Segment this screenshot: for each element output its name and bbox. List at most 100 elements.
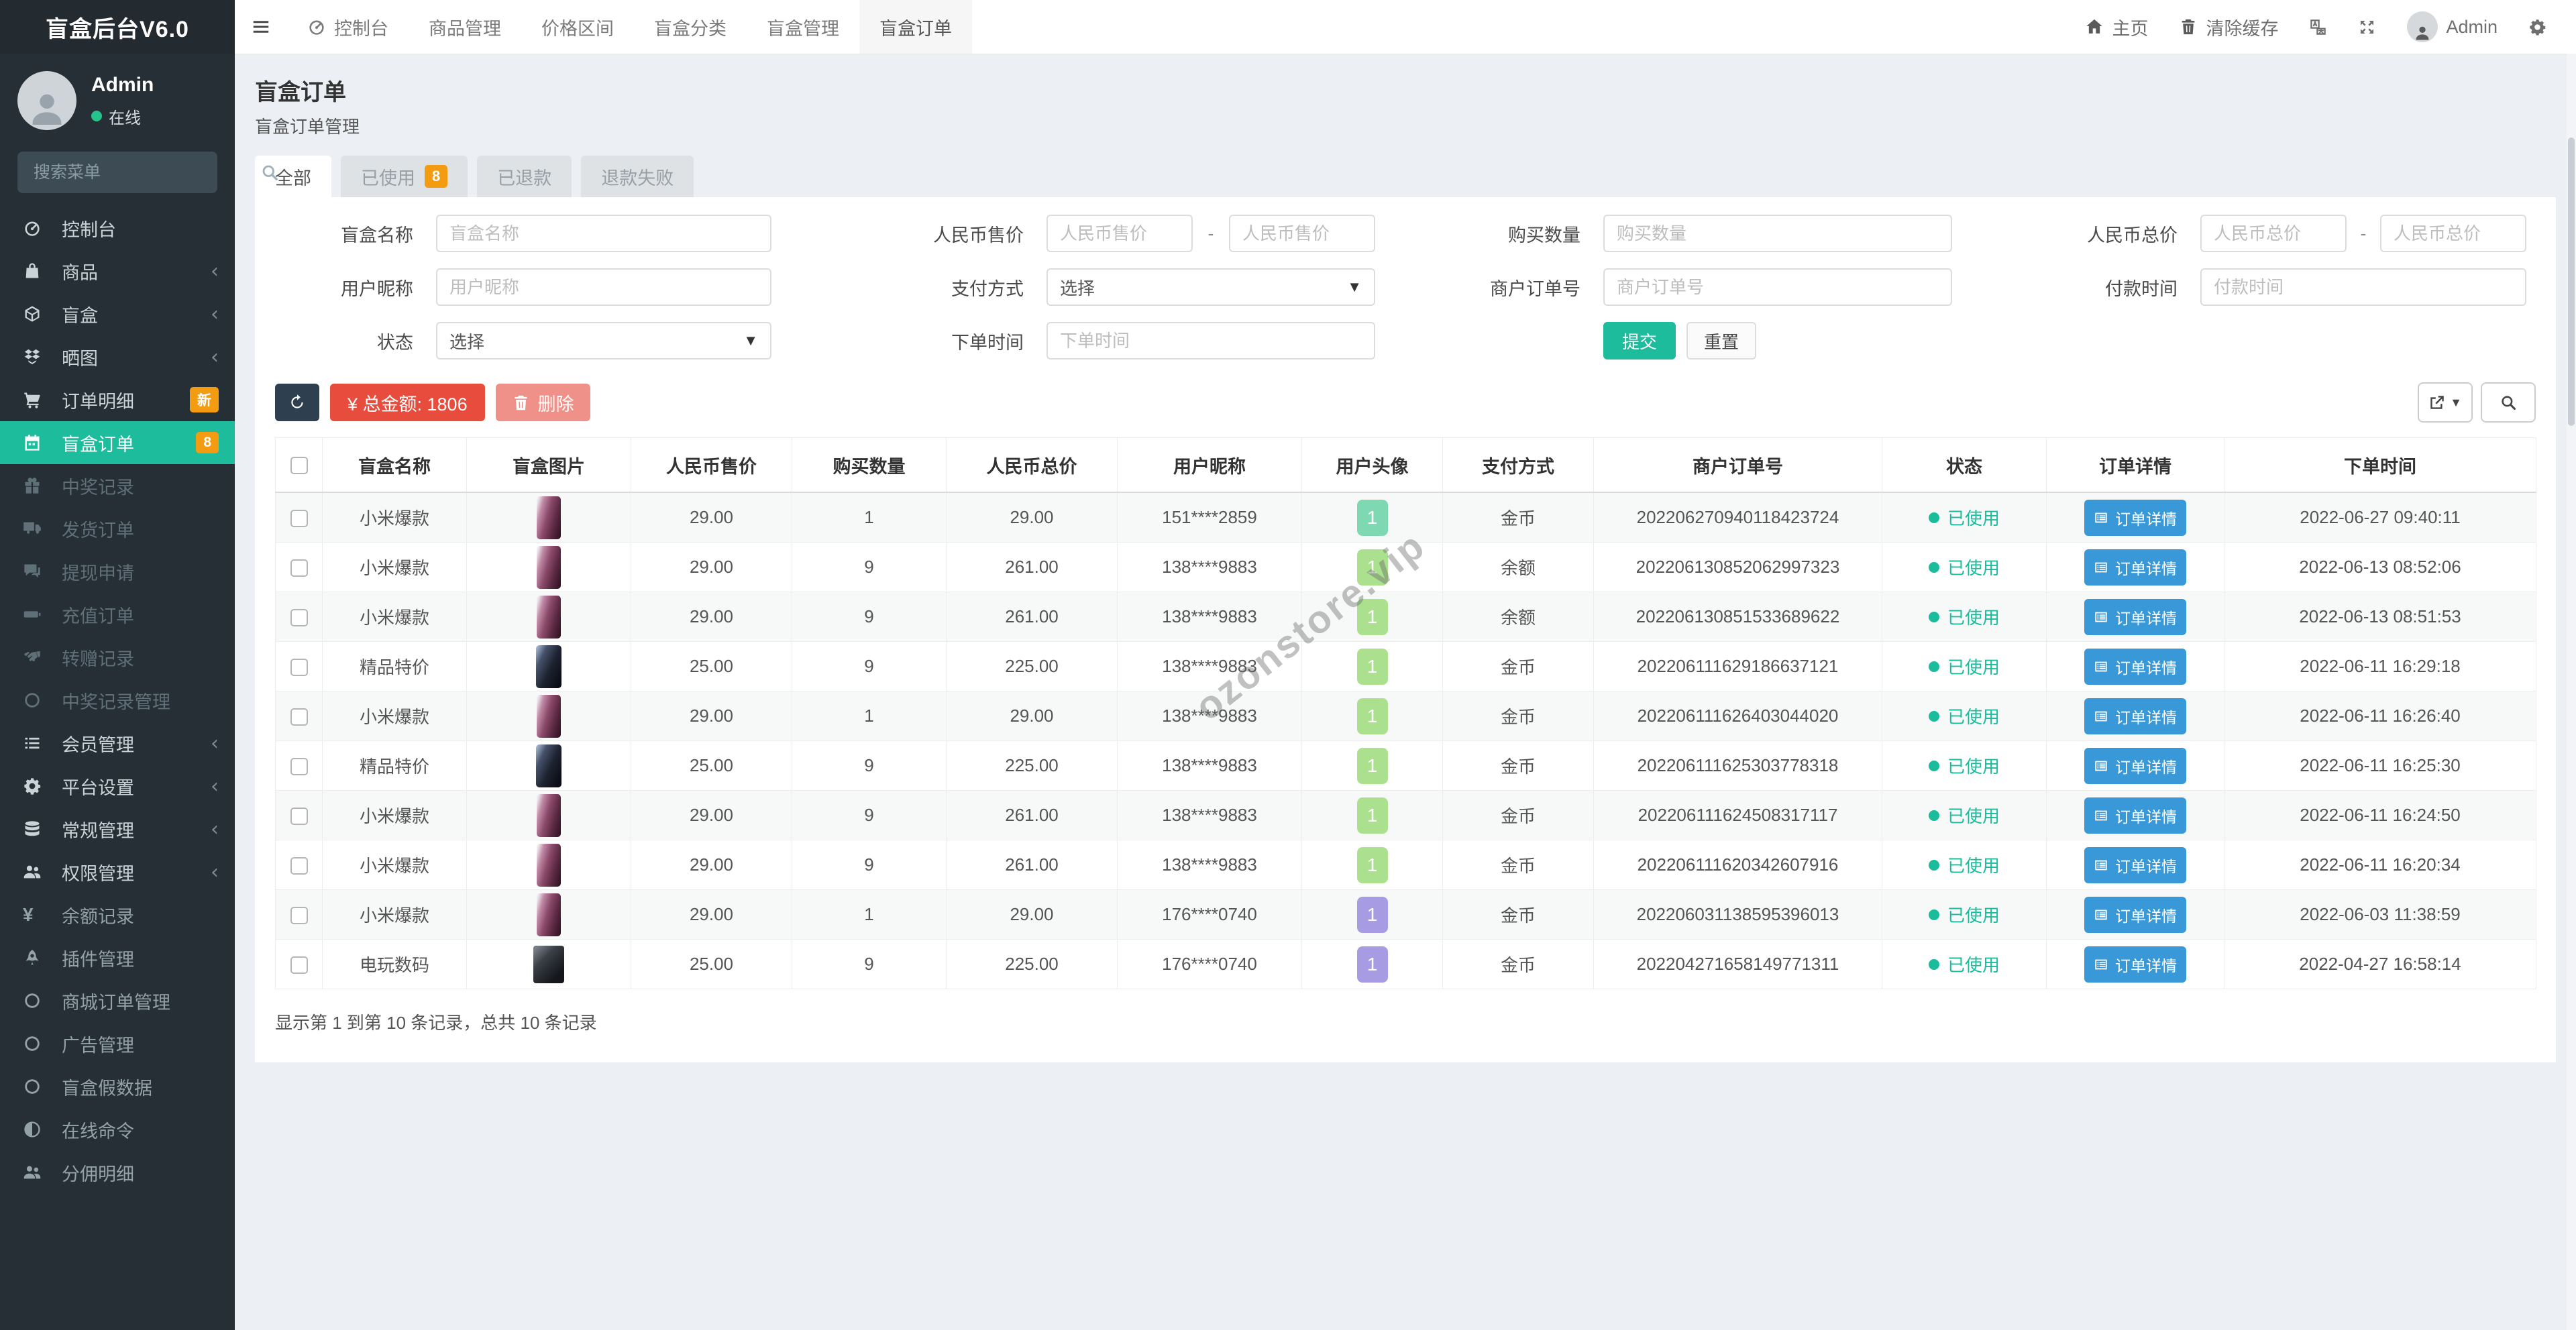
sidebar-search-input[interactable] — [32, 162, 251, 183]
rmb-price-max-input[interactable] — [1228, 215, 1375, 252]
row-checkbox[interactable] — [290, 559, 308, 577]
buy-qty-label: 购买数量 — [1508, 225, 1580, 245]
sidebar-item-控制台[interactable]: 控制台 — [0, 207, 235, 250]
order-detail-button[interactable]: 订单详情 — [2084, 946, 2186, 983]
sidebar-item-分佣明细[interactable]: 分佣明细 — [0, 1151, 235, 1194]
pay-time-input[interactable] — [2200, 268, 2526, 306]
sidebar-item-晒图[interactable]: 晒图 ‹ — [0, 335, 235, 378]
pay-type-select[interactable]: 选择 ▼ — [1046, 268, 1375, 306]
settings-gear-icon[interactable] — [2528, 18, 2546, 36]
sidebar-item-在线命令[interactable]: 在线命令 — [0, 1108, 235, 1151]
delete-button[interactable]: 删除 — [495, 384, 590, 421]
page-scrollbar[interactable] — [2567, 54, 2576, 1330]
box-name-label: 盲盒名称 — [341, 225, 413, 245]
cell-price: 29.00 — [631, 592, 792, 642]
export-button[interactable]: ▼ — [2418, 382, 2473, 423]
order-detail-button[interactable]: 订单详情 — [2084, 797, 2186, 834]
order-detail-button[interactable]: 订单详情 — [2084, 896, 2186, 933]
order-detail-button[interactable]: 订单详情 — [2084, 598, 2186, 635]
sidebar-item-权限管理[interactable]: 权限管理 ‹ — [0, 850, 235, 893]
status-select[interactable]: 选择 ▼ — [436, 322, 771, 359]
cell-box-name: 小米爆款 — [322, 542, 467, 592]
order-detail-button[interactable]: 订单详情 — [2084, 648, 2186, 685]
sidebar-item-中奖记录[interactable]: 中奖记录 — [0, 464, 235, 507]
row-checkbox[interactable] — [290, 808, 308, 826]
tab-退款失败[interactable]: 退款失败 — [581, 156, 694, 197]
rmb-total-min-input[interactable] — [2200, 215, 2347, 252]
topnav-item-盲盒管理[interactable]: 盲盒管理 — [747, 0, 859, 54]
sidebar-item-盲盒假数据[interactable]: 盲盒假数据 — [0, 1065, 235, 1108]
row-checkbox[interactable] — [290, 907, 308, 925]
sidebar-item-发货订单[interactable]: 发货订单 — [0, 507, 235, 550]
list-icon — [23, 734, 52, 753]
pay-type-label: 支付方式 — [951, 278, 1024, 299]
refresh-button[interactable] — [275, 384, 319, 421]
topnav-item-商品管理[interactable]: 商品管理 — [409, 0, 521, 54]
sidebar-item-转赠记录[interactable]: 转赠记录 — [0, 636, 235, 679]
translate-icon[interactable] — [2309, 18, 2327, 36]
order-time-input[interactable] — [1046, 322, 1375, 359]
order-detail-button[interactable]: 订单详情 — [2084, 698, 2186, 734]
row-checkbox[interactable] — [290, 510, 308, 528]
cell-detail: 订单详情 — [2046, 691, 2224, 741]
sidebar-item-订单明细[interactable]: 订单明细 新 — [0, 378, 235, 421]
sidebar-item-提现申请[interactable]: 提现申请 — [0, 550, 235, 593]
product-image — [537, 545, 561, 589]
cell-total: 29.00 — [946, 889, 1118, 940]
sidebar-item-充值订单[interactable]: 充值订单 — [0, 593, 235, 636]
row-checkbox[interactable] — [290, 758, 308, 776]
user-menu[interactable]: Admin — [2407, 11, 2498, 42]
sidebar-item-常规管理[interactable]: 常规管理 ‹ — [0, 808, 235, 850]
row-checkbox[interactable] — [290, 708, 308, 726]
rocket-icon — [23, 948, 52, 967]
sidebar-item-盲盒订单[interactable]: 盲盒订单 8 — [0, 421, 235, 464]
topnav-item-价格区间[interactable]: 价格区间 — [521, 0, 634, 54]
row-checkbox[interactable] — [290, 956, 308, 975]
sidebar-item-商城订单管理[interactable]: 商城订单管理 — [0, 979, 235, 1022]
cell-detail: 订单详情 — [2046, 889, 2224, 940]
fullscreen-icon[interactable] — [2358, 18, 2376, 36]
sidebar-item-广告管理[interactable]: 广告管理 — [0, 1022, 235, 1065]
search-icon[interactable] — [251, 163, 288, 182]
select-all-checkbox[interactable] — [290, 457, 308, 475]
clear-cache-link[interactable]: 清除缓存 — [2179, 14, 2278, 40]
order-detail-button[interactable]: 订单详情 — [2084, 846, 2186, 883]
sidebar-item-中奖记录管理[interactable]: 中奖记录管理 — [0, 679, 235, 722]
sidebar-item-盲盒[interactable]: 盲盒 ‹ — [0, 292, 235, 335]
buy-qty-input[interactable] — [1603, 215, 1952, 252]
column-search-button[interactable] — [2481, 382, 2536, 423]
rmb-total-max-input[interactable] — [2379, 215, 2526, 252]
list-icon — [2094, 957, 2108, 972]
sidebar-item-商品[interactable]: 商品 ‹ — [0, 250, 235, 292]
sidebar-badge: 新 — [190, 387, 219, 412]
row-checkbox[interactable] — [290, 857, 308, 875]
cell-status: 已使用 — [1882, 939, 2047, 989]
row-checkbox[interactable] — [290, 659, 308, 677]
reset-button[interactable]: 重置 — [1686, 322, 1757, 359]
topnav-item-盲盒分类[interactable]: 盲盒分类 — [634, 0, 747, 54]
tab-已使用[interactable]: 已使用 8 — [341, 156, 468, 197]
rmb-price-min-input[interactable] — [1046, 215, 1193, 252]
sidebar-item-插件管理[interactable]: 插件管理 — [0, 936, 235, 979]
status-dot-icon — [1928, 859, 1939, 871]
total-amount-button[interactable]: ¥ 总金额: 1806 — [330, 384, 485, 421]
row-checkbox[interactable] — [290, 609, 308, 627]
sidebar-item-余额记录[interactable]: ¥ 余额记录 — [0, 893, 235, 936]
sidebar-item-会员管理[interactable]: 会员管理 ‹ — [0, 722, 235, 765]
order-detail-button[interactable]: 订单详情 — [2084, 549, 2186, 586]
submit-button[interactable]: 提交 — [1603, 322, 1676, 359]
topnav-item-盲盒订单[interactable]: 盲盒订单 — [859, 0, 972, 54]
topnav-item-控制台[interactable]: 控制台 — [287, 0, 409, 54]
home-link[interactable]: 主页 — [2085, 14, 2148, 40]
tab-已退款[interactable]: 已退款 — [477, 156, 572, 197]
box-name-input[interactable] — [436, 215, 771, 252]
sidebar-item-平台设置[interactable]: 平台设置 ‹ — [0, 765, 235, 808]
scrollbar-thumb[interactable] — [2568, 137, 2575, 426]
order-detail-button[interactable]: 订单详情 — [2084, 747, 2186, 784]
users-icon — [23, 1163, 52, 1182]
nickname-input[interactable] — [436, 268, 771, 306]
user-status-label: 在线 — [109, 109, 141, 127]
hamburger-menu-icon[interactable] — [235, 0, 287, 54]
order-detail-button[interactable]: 订单详情 — [2084, 499, 2186, 536]
merchant-no-input[interactable] — [1603, 268, 1952, 306]
